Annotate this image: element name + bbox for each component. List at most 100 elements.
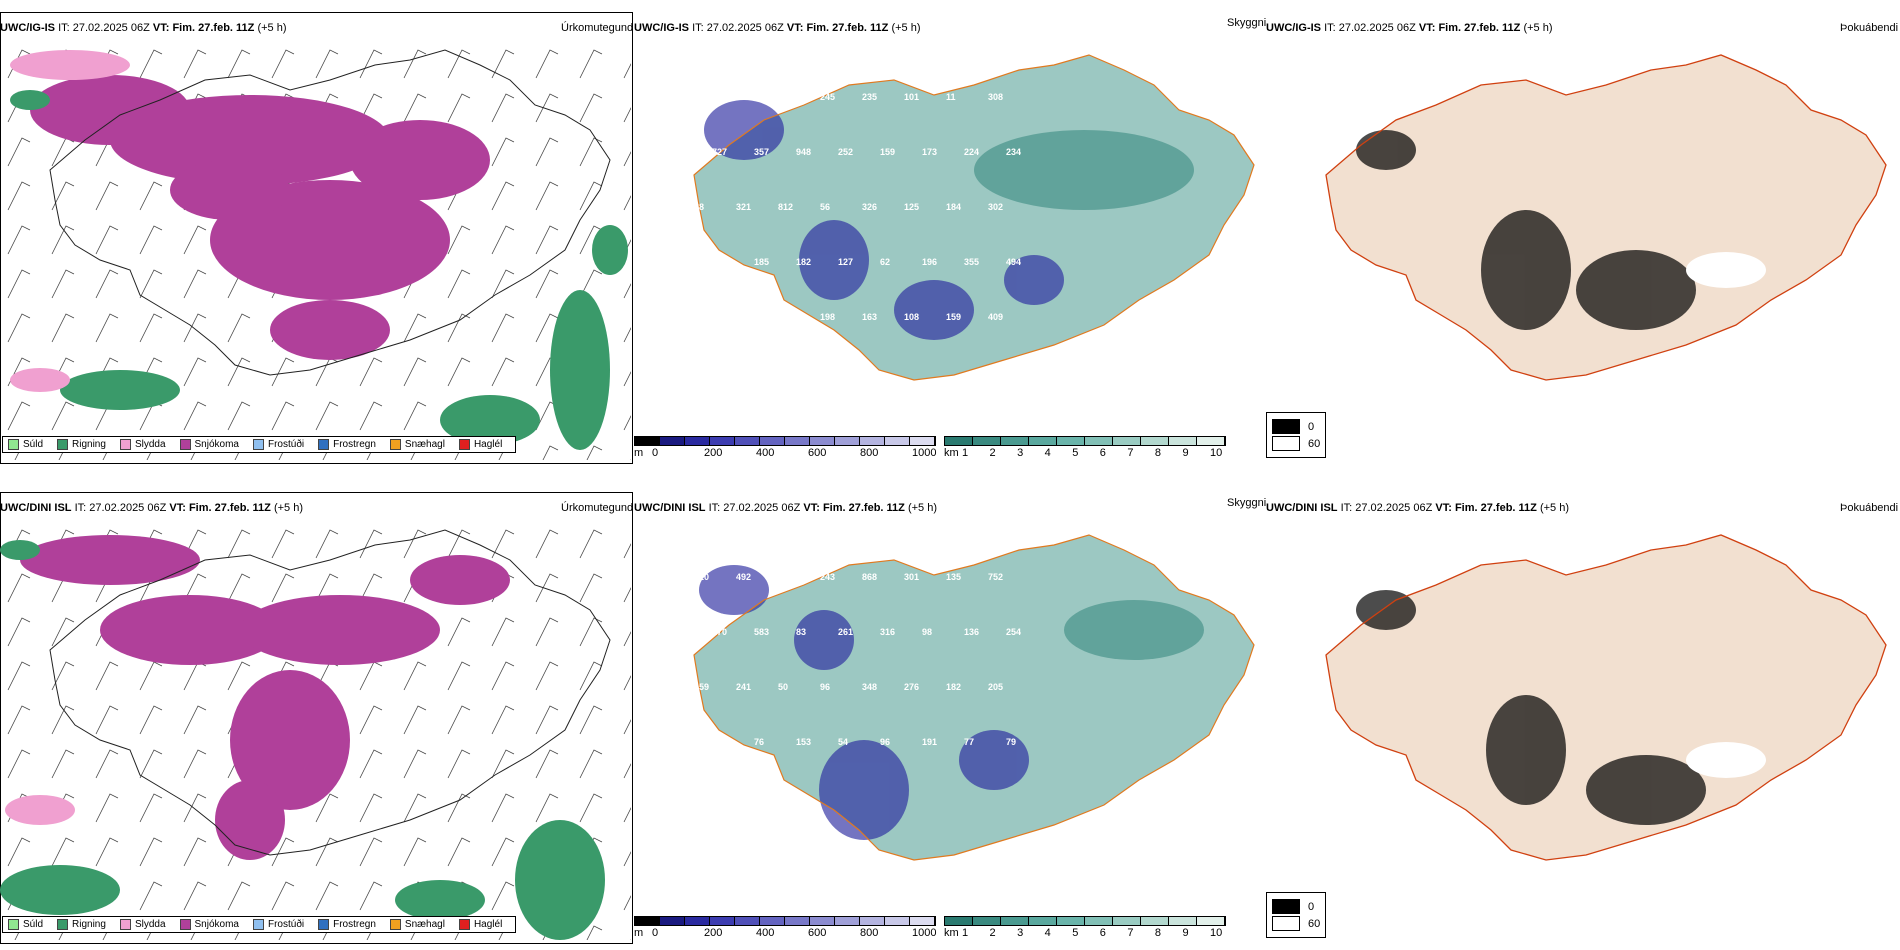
colorbar-tick: 800 bbox=[860, 447, 879, 459]
legend-item: Snæhagl bbox=[389, 919, 445, 930]
station-label: 259 bbox=[736, 792, 751, 802]
legend-label: Snæhagl bbox=[404, 439, 445, 450]
colorbar-cell bbox=[1197, 437, 1225, 445]
colorbar-cell bbox=[735, 917, 760, 925]
fog-legend-top: 0 60 bbox=[1266, 412, 1327, 458]
colorbar-cell bbox=[945, 917, 973, 925]
station-label: 245 bbox=[820, 92, 835, 102]
colorbar-cell bbox=[1113, 437, 1141, 445]
colorbar-tick: 6 bbox=[1099, 447, 1106, 459]
legend-swatch bbox=[57, 439, 69, 450]
colorbar-tick: 3 bbox=[1017, 447, 1024, 459]
colorbar-cell bbox=[1029, 917, 1057, 925]
legend-item: Snjókoma bbox=[179, 919, 239, 930]
colorbar-tick: 5 bbox=[1072, 927, 1079, 939]
colorbar-tick: 4 bbox=[1044, 447, 1051, 459]
colorbar-tick: 400 bbox=[756, 927, 775, 939]
station-label: 357 bbox=[754, 147, 769, 157]
colorbar-tick: 8 bbox=[1154, 927, 1161, 939]
station-label: 840 bbox=[694, 92, 709, 102]
colorbar-cell bbox=[945, 437, 973, 445]
colorbar-tick: 9 bbox=[1182, 447, 1189, 459]
colorbar-cell bbox=[1085, 917, 1113, 925]
station-label: 948 bbox=[796, 147, 811, 157]
fog-legend-swatch bbox=[1272, 899, 1300, 914]
visibility-label-top: Skyggni bbox=[1227, 17, 1267, 29]
colorbar-cell bbox=[660, 917, 685, 925]
station-labels-bottom: 920 492 203 243 868 301 135 752 170 583 83 261 316 98… bbox=[694, 572, 1021, 802]
colorbar-cell bbox=[973, 917, 1001, 925]
legend-item: Slydda bbox=[119, 919, 166, 930]
station-label: 79 bbox=[1006, 737, 1016, 747]
legend-item: Súld bbox=[8, 439, 43, 450]
fog-legend-swatch bbox=[1272, 436, 1300, 451]
station-label: 136 bbox=[964, 627, 979, 637]
visibility-map-bottom bbox=[693, 534, 1255, 861]
station-label: 348 bbox=[862, 682, 877, 692]
legend-label: Frostregn bbox=[333, 919, 376, 930]
precip-legend-top: Súld Rigning Slydda Snjókoma Frostúði Frostre… bbox=[2, 436, 517, 453]
precip-title-bottom: UWC/DINI ISL IT: 27.02.2025 06Z VT: Fim.… bbox=[0, 502, 303, 514]
colorbar-tick: 600 bbox=[808, 447, 827, 459]
colorbar-cell bbox=[710, 917, 735, 925]
legend-item: Frostregn bbox=[318, 919, 376, 930]
visibility-map-top bbox=[693, 54, 1255, 381]
colorbar-cell bbox=[1001, 917, 1029, 925]
fog-legend-label: 60 bbox=[1308, 437, 1321, 450]
fog-map-top bbox=[1325, 54, 1887, 381]
legend-label: Rigning bbox=[72, 919, 106, 930]
colorbar-cell bbox=[835, 437, 860, 445]
station-label: 205 bbox=[988, 682, 1003, 692]
station-label: 98 bbox=[922, 627, 932, 637]
legend-label: Rigning bbox=[72, 439, 106, 450]
colorbar-tick: 7 bbox=[1127, 447, 1134, 459]
station-label: 401 bbox=[694, 312, 709, 322]
station-label: 355 bbox=[964, 257, 979, 267]
colorbar-cell bbox=[685, 437, 710, 445]
station-label: 494 bbox=[1006, 257, 1021, 267]
station-label: 326 bbox=[862, 202, 877, 212]
fog-legend-row: 60 bbox=[1272, 916, 1320, 931]
colorbar-tick: 1 bbox=[962, 927, 969, 939]
station-label: 243 bbox=[820, 572, 835, 582]
station-label: 261 bbox=[838, 627, 853, 637]
legend-swatch bbox=[119, 919, 131, 930]
station-label: 583 bbox=[754, 627, 769, 637]
station-label: 159 bbox=[694, 682, 709, 692]
station-label: 198 bbox=[820, 312, 835, 322]
colorbar-tick: 2 bbox=[989, 927, 996, 939]
station-label: 241 bbox=[736, 682, 751, 692]
station-label: 56 bbox=[820, 202, 830, 212]
legend-swatch bbox=[252, 439, 264, 450]
colorbar-cell bbox=[1057, 437, 1085, 445]
colorbar-cell bbox=[910, 917, 935, 925]
legend-swatch bbox=[318, 919, 330, 930]
precip-panel-top bbox=[0, 12, 633, 464]
legend-swatch bbox=[179, 439, 191, 450]
station-label: 224 bbox=[964, 147, 979, 157]
colorbar-tick: 5 bbox=[1072, 447, 1079, 459]
station-label: 127 bbox=[838, 257, 853, 267]
precip-title-top: UWC/IG-IS IT: 27.02.2025 06Z VT: Fim. 27… bbox=[0, 22, 287, 34]
station-label: 234 bbox=[1006, 147, 1021, 157]
station-label: 135 bbox=[946, 572, 961, 582]
colorbar-tick: 200 bbox=[704, 447, 723, 459]
station-label: 163 bbox=[862, 312, 877, 322]
colorbar-tick: 200 bbox=[704, 927, 723, 939]
legend-item: Frostúði bbox=[252, 439, 304, 450]
colorbar-unit: km bbox=[944, 927, 959, 939]
colorbar-cell bbox=[860, 917, 885, 925]
legend-item: Slydda bbox=[119, 439, 166, 450]
legend-swatch bbox=[119, 439, 131, 450]
station-label: 321 bbox=[736, 202, 751, 212]
colorbar-unit: km bbox=[944, 447, 959, 459]
colorbar-cell bbox=[885, 437, 910, 445]
colorbar-tick: 8 bbox=[1154, 447, 1161, 459]
model-name: UWC/IG-IS bbox=[0, 22, 55, 34]
fog-title-top: UWC/IG-IS IT: 27.02.2025 06Z VT: Fim. 27… bbox=[1266, 22, 1553, 34]
station-label: 159 bbox=[880, 147, 895, 157]
colorbar-cell bbox=[1197, 917, 1225, 925]
station-label: 302 bbox=[988, 202, 1003, 212]
precip-legend-bottom: Súld Rigning Slydda Snjókoma Frostúði Frostre… bbox=[2, 916, 517, 933]
colorbar-cell bbox=[1113, 917, 1141, 925]
